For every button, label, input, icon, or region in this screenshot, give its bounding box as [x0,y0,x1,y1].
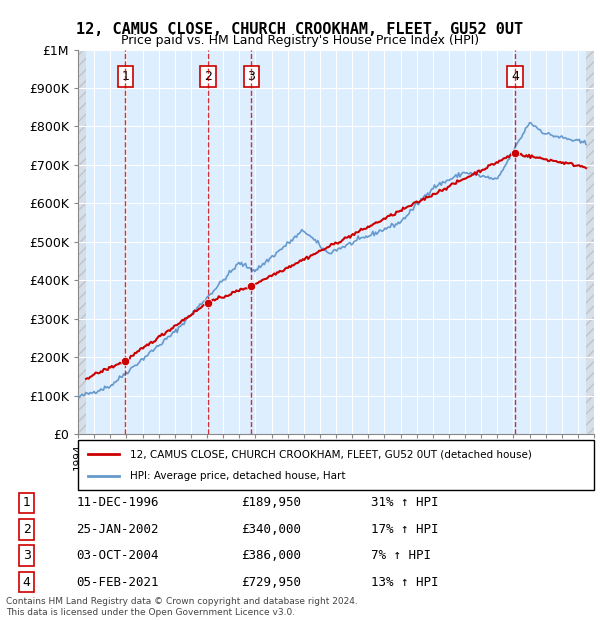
Text: 1: 1 [122,70,130,83]
Text: 4: 4 [23,575,31,588]
Text: 3: 3 [247,70,256,83]
FancyBboxPatch shape [78,440,594,490]
Text: 12, CAMUS CLOSE, CHURCH CROOKHAM, FLEET, GU52 0UT: 12, CAMUS CLOSE, CHURCH CROOKHAM, FLEET,… [76,22,524,37]
Text: 3: 3 [23,549,31,562]
Text: Contains HM Land Registry data © Crown copyright and database right 2024.
This d: Contains HM Land Registry data © Crown c… [6,598,358,617]
Text: 2: 2 [204,70,212,83]
Text: 4: 4 [511,70,519,83]
Text: £386,000: £386,000 [241,549,301,562]
Text: £340,000: £340,000 [241,523,301,536]
Text: £189,950: £189,950 [241,497,301,510]
Bar [78,50,86,434]
Text: £729,950: £729,950 [241,575,301,588]
Text: 05-FEB-2021: 05-FEB-2021 [77,575,159,588]
Text: 7% ↑ HPI: 7% ↑ HPI [371,549,431,562]
Text: 1: 1 [23,497,31,510]
Text: 13% ↑ HPI: 13% ↑ HPI [371,575,438,588]
Text: Price paid vs. HM Land Registry's House Price Index (HPI): Price paid vs. HM Land Registry's House … [121,34,479,47]
Text: 25-JAN-2002: 25-JAN-2002 [77,523,159,536]
Text: 11-DEC-1996: 11-DEC-1996 [77,497,159,510]
Text: 12, CAMUS CLOSE, CHURCH CROOKHAM, FLEET, GU52 0UT (detached house): 12, CAMUS CLOSE, CHURCH CROOKHAM, FLEET,… [130,449,532,459]
Text: 17% ↑ HPI: 17% ↑ HPI [371,523,438,536]
Text: 2: 2 [23,523,31,536]
Text: 03-OCT-2004: 03-OCT-2004 [77,549,159,562]
Text: HPI: Average price, detached house, Hart: HPI: Average price, detached house, Hart [130,471,345,481]
Text: 31% ↑ HPI: 31% ↑ HPI [371,497,438,510]
Bar [586,50,594,434]
